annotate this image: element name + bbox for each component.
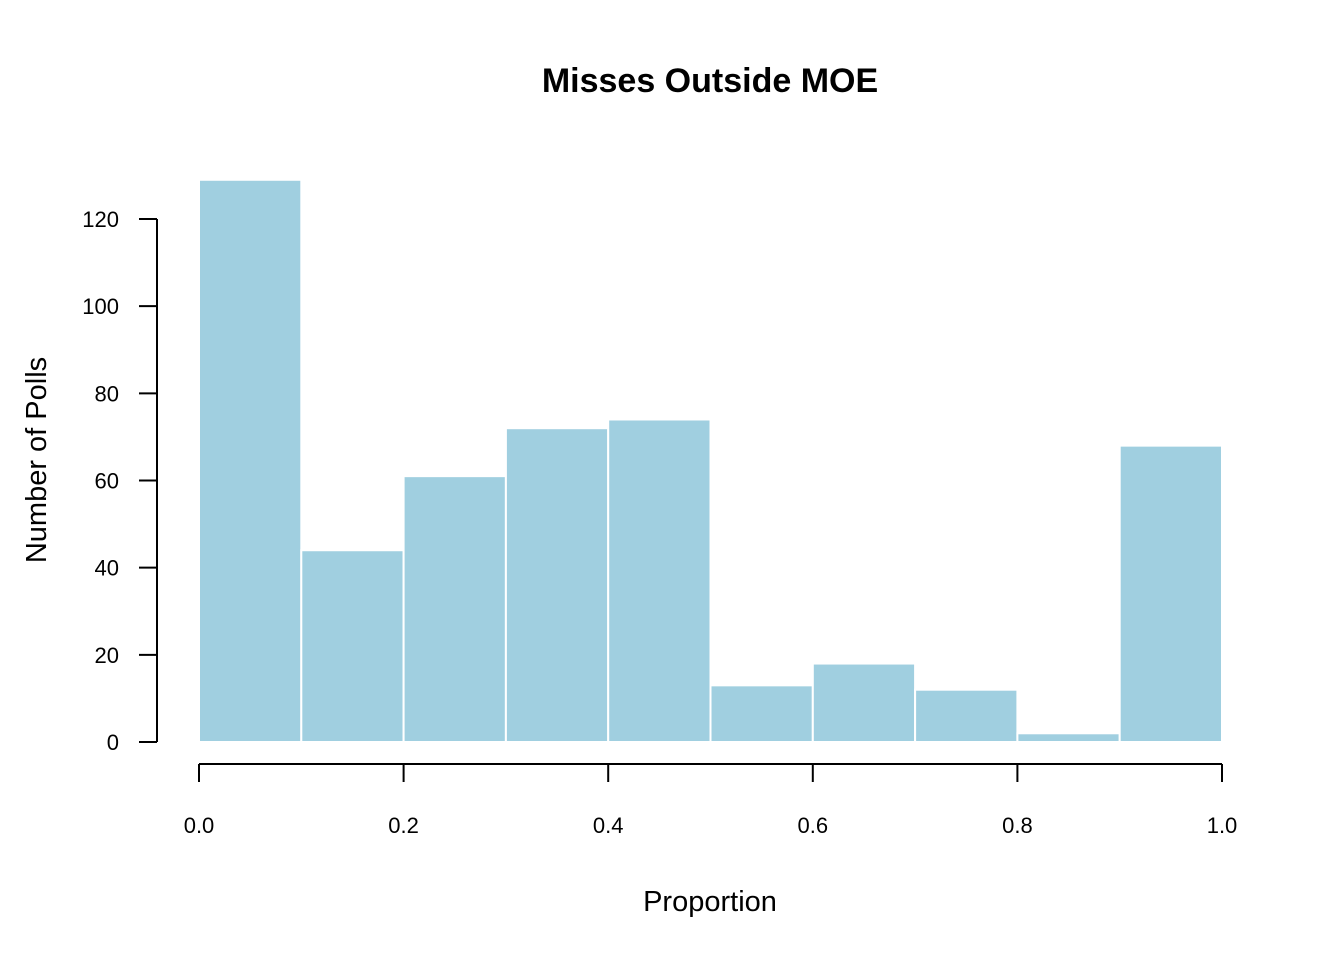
x-tick-label: 0.4 bbox=[593, 813, 624, 838]
histogram-bar bbox=[811, 662, 917, 743]
x-axis-title: Proportion bbox=[643, 886, 777, 918]
x-tick-label: 0.6 bbox=[798, 813, 829, 838]
histogram-bar bbox=[300, 549, 405, 743]
y-tick-label: 120 bbox=[82, 207, 119, 232]
y-axis-title: Number of Polls bbox=[21, 357, 53, 563]
y-tick-label: 60 bbox=[95, 469, 119, 494]
chart-title: Misses Outside MOE bbox=[542, 62, 878, 100]
histogram-bar bbox=[1118, 444, 1223, 743]
histogram-bar bbox=[914, 688, 1019, 744]
histogram-bar bbox=[198, 178, 303, 743]
histogram-bar bbox=[709, 684, 814, 744]
y-tick-label: 0 bbox=[107, 730, 119, 755]
histogram-bars bbox=[198, 178, 1223, 744]
y-axis: 0 20 40 60 80 100 120 bbox=[82, 207, 158, 755]
x-tick-label: 0.0 bbox=[184, 813, 215, 838]
histogram-bar bbox=[504, 427, 610, 743]
y-tick-label: 20 bbox=[95, 643, 119, 668]
histogram-bar bbox=[1016, 732, 1121, 743]
y-tick-label: 40 bbox=[95, 556, 119, 581]
x-tick-label: 0.2 bbox=[388, 813, 419, 838]
histogram-bar bbox=[402, 475, 507, 743]
x-axis: 0.0 0.2 0.4 0.6 0.8 1.0 bbox=[184, 763, 1238, 838]
y-tick-label: 100 bbox=[82, 294, 119, 319]
histogram-bar bbox=[607, 418, 712, 743]
x-tick-label: 1.0 bbox=[1207, 813, 1238, 838]
x-tick-label: 0.8 bbox=[1002, 813, 1033, 838]
y-tick-label: 80 bbox=[95, 381, 119, 406]
